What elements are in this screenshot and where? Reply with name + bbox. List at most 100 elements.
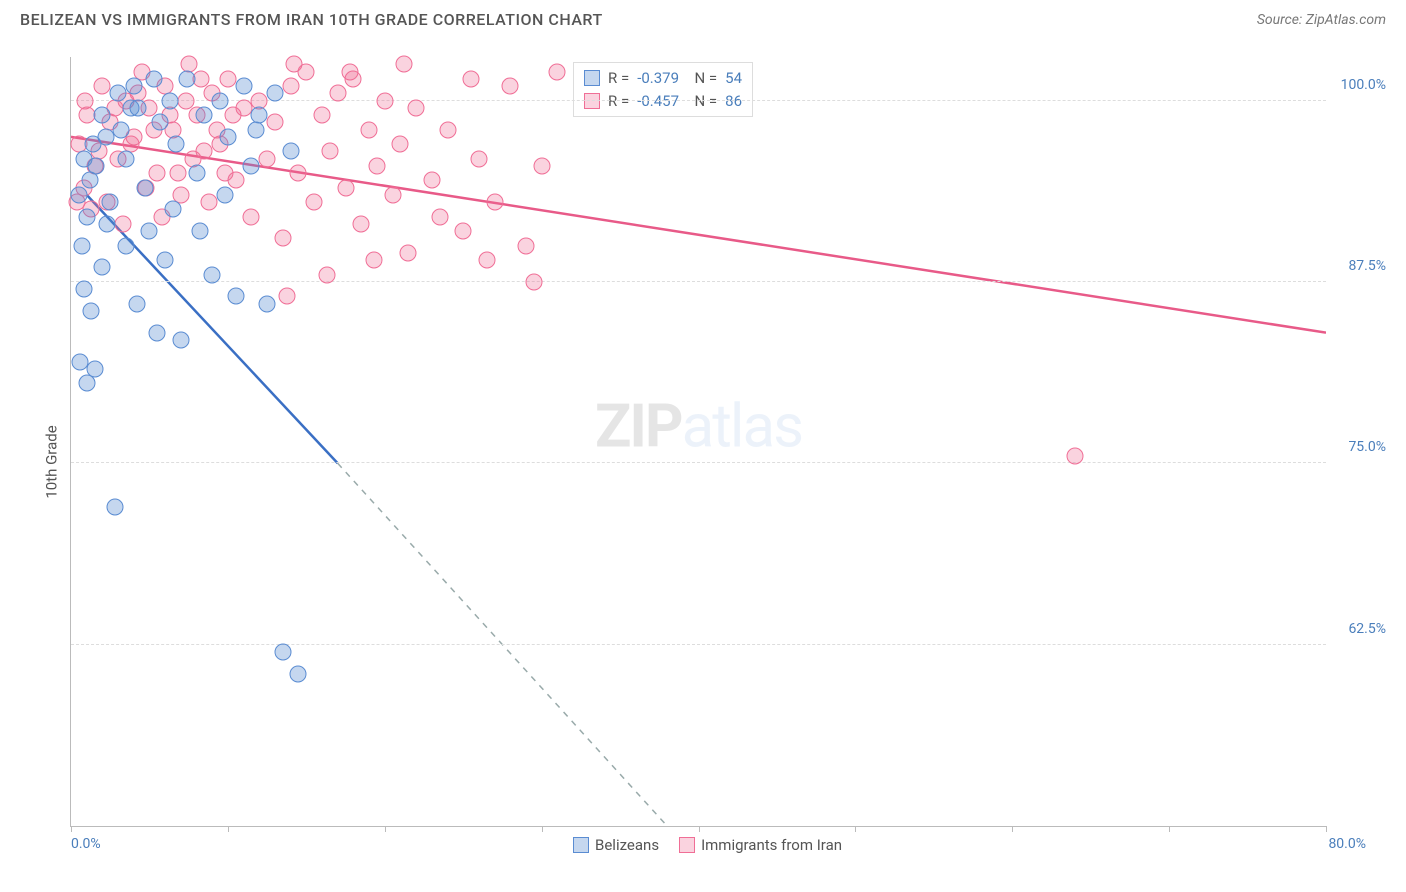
stats-row-0: R = -0.379 N = 54 <box>584 67 742 90</box>
data-point <box>196 107 213 124</box>
y-tick-label: 75.0% <box>1348 439 1386 455</box>
data-point <box>395 56 412 73</box>
data-point <box>212 92 229 109</box>
gridline <box>71 644 1326 645</box>
x-tick <box>855 826 856 832</box>
chart-container: 10th Grade ZIPatlas R = -0.379 N = 54 R … <box>20 42 1386 882</box>
y-tick-label: 62.5% <box>1348 621 1386 637</box>
x-tick <box>1169 826 1170 832</box>
plot-area: ZIPatlas R = -0.379 N = 54 R = -0.457 N … <box>70 57 1326 827</box>
data-point <box>75 281 92 298</box>
data-point <box>243 157 260 174</box>
legend-item-1: Immigrants from Iran <box>679 836 842 854</box>
data-point <box>533 157 550 174</box>
x-max-label: 80.0% <box>1328 836 1366 852</box>
chart-header: BELIZEAN VS IMMIGRANTS FROM IRAN 10TH GR… <box>0 0 1406 35</box>
data-point <box>376 92 393 109</box>
data-point <box>282 78 299 95</box>
data-point <box>439 121 456 138</box>
data-point <box>365 252 382 269</box>
data-point <box>392 136 409 153</box>
data-point <box>224 107 241 124</box>
data-point <box>259 150 276 167</box>
x-tick <box>1012 826 1013 832</box>
x-min-label: 0.0% <box>71 836 101 852</box>
data-point <box>282 143 299 160</box>
data-point <box>141 223 158 240</box>
data-point <box>99 215 116 232</box>
data-point <box>463 70 480 87</box>
x-tick <box>699 826 700 832</box>
data-point <box>201 194 218 211</box>
data-point <box>81 172 98 189</box>
data-point <box>266 85 283 102</box>
data-point <box>172 331 189 348</box>
data-point <box>102 194 119 211</box>
data-point <box>525 273 542 290</box>
x-tick <box>71 826 72 832</box>
data-point <box>128 295 145 312</box>
data-point <box>97 128 114 145</box>
data-point <box>122 99 139 116</box>
data-point <box>274 643 291 660</box>
data-point <box>1067 448 1084 465</box>
y-axis-label: 10th Grade <box>43 425 61 498</box>
x-tick <box>1326 826 1327 832</box>
data-point <box>290 165 307 182</box>
swatch-icon <box>584 70 600 86</box>
data-point <box>110 85 127 102</box>
data-point <box>400 244 417 261</box>
data-point <box>342 63 359 80</box>
data-point <box>146 70 163 87</box>
data-point <box>179 70 196 87</box>
swatch-icon <box>584 93 600 109</box>
data-point <box>306 194 323 211</box>
data-point <box>70 186 87 203</box>
stats-row-1: R = -0.457 N = 86 <box>584 90 742 113</box>
data-point <box>318 266 335 283</box>
data-point <box>384 186 401 203</box>
data-point <box>149 324 166 341</box>
x-tick <box>385 826 386 832</box>
stats-legend: R = -0.379 N = 54 R = -0.457 N = 86 <box>573 62 753 117</box>
data-point <box>88 157 105 174</box>
data-point <box>259 295 276 312</box>
swatch-icon <box>573 837 589 853</box>
gridline <box>71 281 1326 282</box>
data-point <box>329 85 346 102</box>
data-point <box>114 215 131 232</box>
data-point <box>149 165 166 182</box>
data-point <box>191 223 208 240</box>
y-tick-label: 100.0% <box>1341 77 1386 93</box>
data-point <box>113 121 130 138</box>
trendline-layer <box>71 57 1326 826</box>
data-point <box>235 78 252 95</box>
data-point <box>106 498 123 515</box>
data-point <box>157 252 174 269</box>
data-point <box>285 56 302 73</box>
series-legend: Belizeans Immigrants from Iran <box>573 836 842 854</box>
data-point <box>486 194 503 211</box>
data-point <box>216 186 233 203</box>
data-point <box>549 63 566 80</box>
data-point <box>321 143 338 160</box>
data-point <box>470 150 487 167</box>
data-point <box>216 165 233 182</box>
data-point <box>274 230 291 247</box>
data-point <box>219 70 236 87</box>
y-tick-label: 87.5% <box>1348 258 1386 274</box>
data-point <box>117 150 134 167</box>
watermark: ZIPatlas <box>595 391 802 462</box>
data-point <box>266 114 283 131</box>
data-point <box>168 136 185 153</box>
watermark-part2: atlas <box>682 391 802 462</box>
data-point <box>177 92 194 109</box>
swatch-icon <box>679 837 695 853</box>
watermark-part1: ZIP <box>595 391 682 462</box>
data-point <box>243 208 260 225</box>
data-point <box>353 215 370 232</box>
data-point <box>219 128 236 145</box>
data-point <box>83 302 100 319</box>
data-point <box>94 78 111 95</box>
data-point <box>455 223 472 240</box>
